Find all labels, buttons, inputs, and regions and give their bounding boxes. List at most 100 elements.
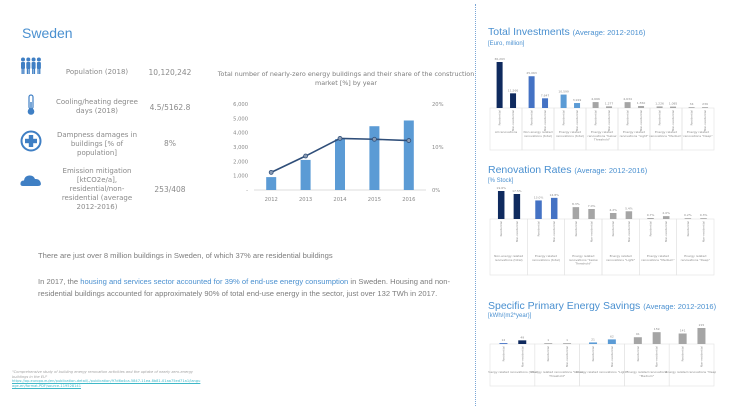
- group-label: renovations "below: [569, 258, 598, 262]
- bar: [588, 209, 595, 219]
- energy-paragraph-pre: In 2017, the: [38, 277, 81, 286]
- bar-value-label: 1,085: [669, 102, 678, 106]
- bar-value-label: 7,647: [541, 93, 550, 97]
- bar: [550, 197, 558, 219]
- bar-category-label: Non-residential: [699, 346, 703, 367]
- group-box: [639, 218, 677, 276]
- investments-chart: 36,293Residential11,566Non-residentialAl…: [489, 57, 715, 151]
- group-label: renovations (total): [532, 258, 560, 262]
- bar: [625, 211, 633, 219]
- bar: [606, 106, 613, 108]
- degree-days-label: Cooling/heating degree days (2018): [56, 98, 138, 115]
- bar-value-label: 12: [502, 338, 506, 342]
- y-tick-label: 6,000: [233, 102, 248, 108]
- emission-value: 253/408: [154, 185, 186, 194]
- x-tick-label: 2015: [368, 197, 381, 203]
- bar-category-label: Non-residential: [703, 110, 707, 131]
- bar: [697, 328, 706, 344]
- group-box: [681, 107, 715, 151]
- group-box: [585, 107, 619, 151]
- bar-category-label: Non-residential: [515, 221, 519, 242]
- group-label: Energy related: [559, 130, 581, 134]
- bar: [688, 107, 695, 108]
- bar: [542, 98, 549, 108]
- bar: [700, 218, 707, 219]
- group-label: renovations "Medium": [649, 134, 683, 138]
- y-tick-label: 5,000: [233, 116, 248, 122]
- bar-value-label: 21: [591, 337, 595, 341]
- bar: [572, 207, 580, 219]
- bar-category-label: Residential: [594, 110, 598, 126]
- nzeb-bar: [335, 139, 345, 190]
- y-tick-label: 4,000: [233, 131, 248, 137]
- nzeb-chart: - 1,000 2,000 3,000 4,000 5,000 6,000 0% 10% 20% 2…: [233, 102, 444, 203]
- bar-category-label: Non-residential: [627, 221, 631, 242]
- nzeb-chart-title: Total number of nearly-zero energy build…: [217, 70, 475, 87]
- bar-category-label: Residential: [636, 346, 640, 362]
- nzeb-bar: [300, 159, 311, 190]
- bar-value-label: 1: [566, 338, 568, 342]
- bar: [497, 191, 505, 219]
- group-label: Energy related renovations "Light": [576, 370, 629, 374]
- share-point: [303, 153, 308, 159]
- rates-title: Renovation Rates (Average: 2012-2016): [488, 164, 647, 176]
- bar-value-label: 4.2%: [609, 208, 617, 212]
- group-box: [676, 218, 715, 276]
- bar-value-label: 10,599: [558, 90, 569, 94]
- bar-value-label: 4,666: [591, 97, 600, 101]
- bar-category-label: Residential: [626, 110, 630, 126]
- group-label: renovations "Light": [606, 258, 635, 262]
- dampness-value: 8%: [164, 139, 176, 148]
- bar-value-label: 239: [702, 102, 708, 106]
- cloud-icon: [20, 172, 42, 194]
- group-box: [521, 107, 555, 151]
- bar-value-label: 4,634: [623, 97, 632, 101]
- bar: [528, 76, 535, 108]
- bar-category-label: Residential: [562, 110, 566, 126]
- y2-tick-label: 10%: [432, 145, 444, 151]
- group-box: [564, 218, 603, 276]
- dampness-label: Dampness damages in buildings [% of popu…: [56, 131, 138, 157]
- bar-category-label: Residential: [690, 110, 694, 126]
- bar: [592, 102, 599, 108]
- bar-value-label: 62: [610, 334, 614, 338]
- bar: [678, 333, 687, 344]
- group-box: [489, 343, 536, 387]
- bar: [510, 93, 517, 108]
- bar-category-label: Residential: [681, 346, 685, 362]
- bar-value-label: 14.8%: [549, 193, 559, 197]
- group-label: Energy related: [687, 130, 709, 134]
- bar: [684, 218, 692, 219]
- group-label: renovations (total): [556, 134, 584, 138]
- group-label: Energy related: [655, 130, 677, 134]
- y-tick-label: 2,000: [233, 159, 248, 165]
- group-box: [624, 343, 670, 387]
- group-label: renovations "Light": [620, 134, 649, 138]
- bar: [574, 103, 581, 108]
- bar: [607, 339, 616, 344]
- group-box: [579, 343, 625, 387]
- savings-unit: [kWh/(m2*year)]: [488, 313, 532, 319]
- share-point: [371, 136, 377, 142]
- energy-paragraph-post: in Sweden. Housing and non-residential b…: [38, 277, 451, 298]
- footnote-link[interactable]: https://op.europa.eu/en/publication-deta…: [12, 379, 201, 388]
- bar-value-label: 49: [520, 335, 524, 339]
- bar-value-label: 17.5%: [512, 189, 522, 193]
- group-label: Energy related: [610, 254, 632, 258]
- bar-category-label: Non-residential: [565, 346, 569, 367]
- bar-category-label: Non-residential: [511, 110, 515, 131]
- x-tick-label: 2013: [299, 197, 312, 203]
- group-label: All renovations: [495, 130, 518, 134]
- group-box: [668, 343, 715, 387]
- bar: [518, 340, 527, 344]
- group-label: renovations (total): [495, 258, 523, 262]
- group-label: "Medium": [639, 374, 654, 378]
- x-tick-label: 2014: [333, 197, 347, 203]
- bar-value-label: 0.7%: [647, 213, 655, 217]
- group-box: [617, 107, 651, 151]
- bar: [496, 62, 503, 108]
- group-label: Energy related renovations "below: [531, 370, 583, 374]
- bar-value-label: 1,226: [655, 101, 664, 105]
- bar-value-label: 34: [690, 102, 694, 106]
- energy-paragraph: In 2017, the housing and services sector…: [38, 276, 458, 299]
